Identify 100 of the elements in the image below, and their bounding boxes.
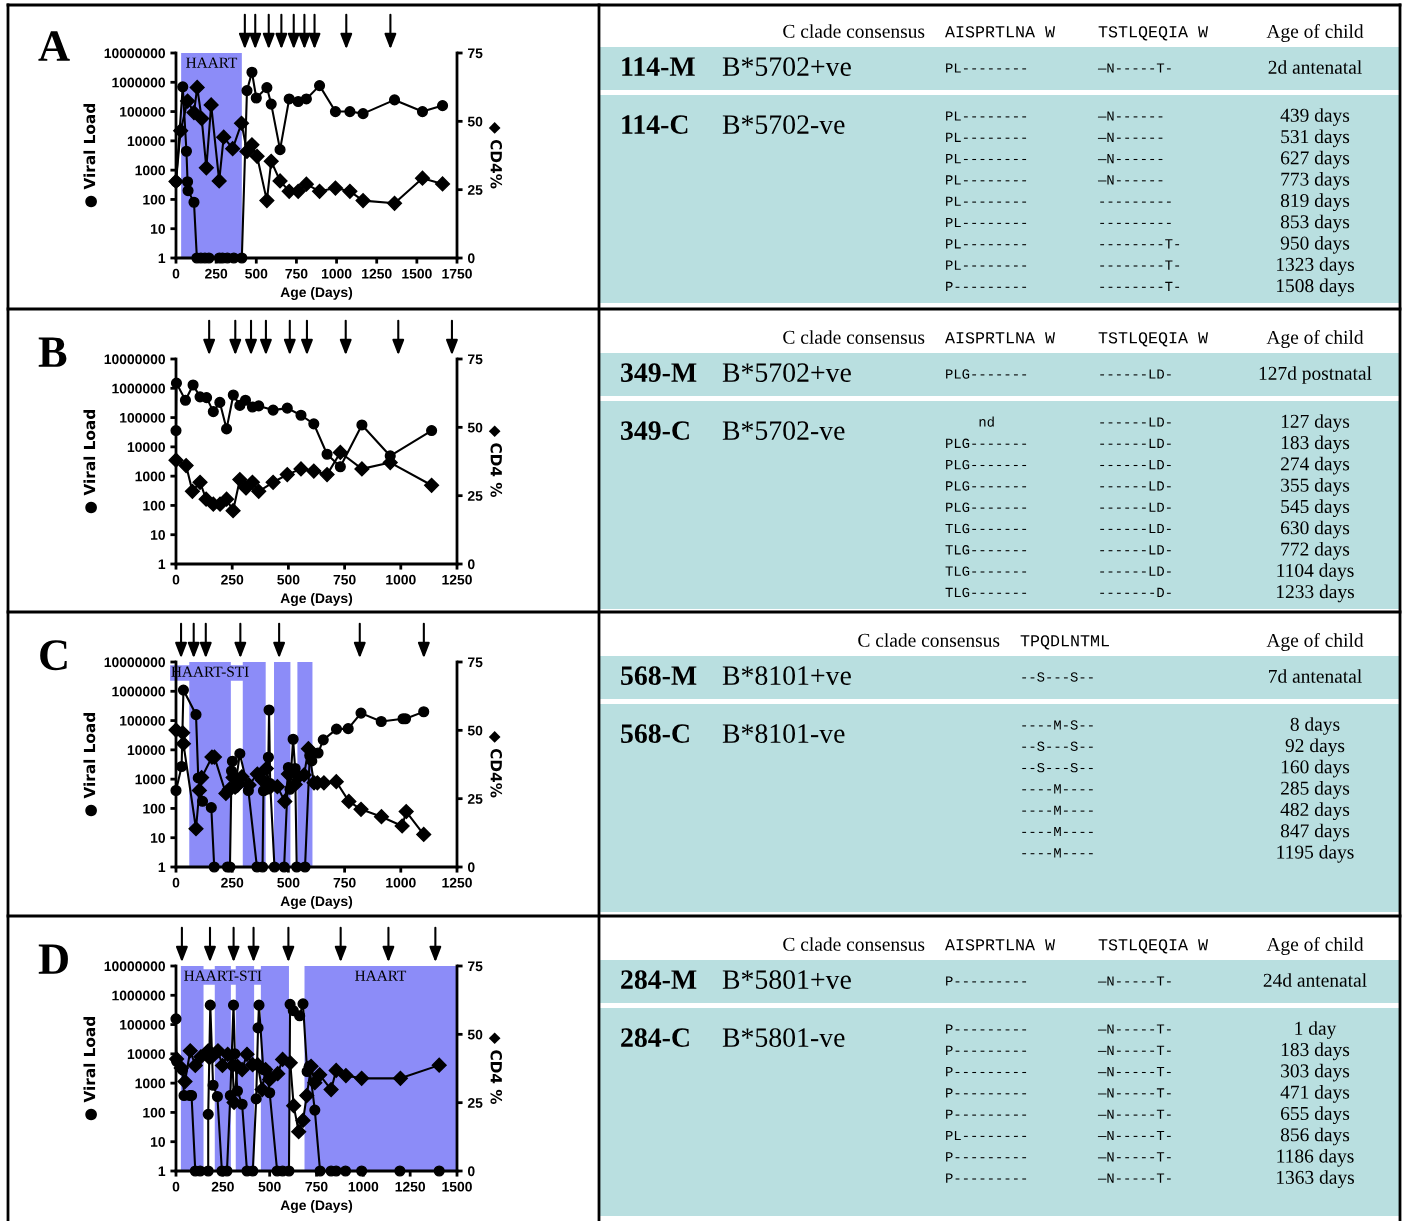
text: —N-----T- — [1097, 63, 1171, 73]
y-tick-label: 1000000 — [112, 686, 166, 697]
text: —N------ —N------ —N------ —N------ --------- --------- --------T- --------T- --------T- — [1097, 111, 1180, 291]
x-tick-label: 1500 — [402, 268, 432, 279]
y-axis-title: ● Viral Load — [83, 713, 97, 817]
text: 2d antenatal — [1268, 60, 1362, 74]
category-label: AISPRTLNA W — [945, 332, 1056, 344]
y2-tick-label: 25 — [467, 1098, 483, 1108]
y-tick-label: 10 — [151, 530, 166, 540]
text: B*5702-ve — [722, 115, 845, 134]
x-tick-label: 250 — [211, 1181, 234, 1192]
y-tick-label: 1 — [158, 559, 166, 570]
x-tick-label: 1000 — [348, 1181, 379, 1192]
x-tick-label: 0 — [172, 877, 180, 888]
category-label: TSTLQEQIA W — [1098, 26, 1209, 41]
x-tick-label: 250 — [221, 574, 244, 585]
y2-axis-title: ◆ CD4% — [488, 122, 503, 189]
text: B*5702-ve — [722, 421, 845, 440]
x-tick-label: 750 — [285, 268, 308, 279]
category-label: C clade consensus — [858, 633, 1000, 647]
category-label: AISPRTLNA W — [945, 26, 1056, 38]
y-axis-title: ● Viral Load — [83, 410, 97, 514]
category-label: TSTLQEQIA W — [1098, 939, 1209, 954]
text: PL-------- — [946, 63, 1027, 73]
x-tick-label: 1000 — [386, 574, 416, 585]
y-tick-label: 1 — [158, 1166, 166, 1177]
text: ------LD- — [1100, 369, 1171, 379]
text: 568-M — [621, 666, 697, 685]
y-tick-label: 10000 — [127, 1049, 166, 1060]
chart-title: B — [38, 337, 67, 367]
text: 127 days 183 days 274 days 355 days 545 days 630 days 772 days 1104 days 1233 days — [1277, 414, 1354, 603]
y2-tick-label: 50 — [467, 1029, 483, 1040]
text: 8 days 92 days 160 days 285 days 482 days 847 days 1195 days — [1277, 717, 1354, 863]
text: —N-----T- —N-----T- —N-----T- —N-----T- —N-----T- —N-----T- —N-----T- —N-----T- — [1097, 1024, 1171, 1183]
text: 114-M — [622, 57, 695, 76]
y-tick-label: 100 — [143, 1107, 166, 1118]
x-tick-label: 1250 — [362, 268, 392, 279]
y-tick-label: 1 — [158, 862, 166, 873]
category-label: Age of child — [1266, 633, 1364, 651]
category-label: C clade consensus — [783, 330, 925, 344]
x-tick-label: 500 — [277, 877, 300, 888]
y2-tick-label: 0 — [467, 559, 475, 570]
band-label: HAART-STI — [184, 970, 262, 981]
y2-tick-label: 50 — [467, 422, 483, 433]
y-tick-label: 10 — [151, 224, 166, 234]
y-tick-label: 10000 — [127, 745, 166, 756]
text: 284-M — [621, 970, 697, 989]
y2-tick-label: 0 — [467, 1166, 475, 1177]
y-tick-label: 10000000 — [104, 657, 166, 668]
x-tick-label: 750 — [333, 877, 356, 888]
text: B*8101-ve — [722, 724, 845, 743]
y-tick-label: 1000 — [135, 1078, 166, 1089]
x-tick-label: 250 — [205, 268, 228, 279]
y-tick-label: 100000 — [120, 1019, 166, 1030]
x-tick-label: 1750 — [442, 268, 472, 279]
y-tick-label: 100 — [143, 194, 166, 205]
y-tick-label: 100000 — [120, 715, 166, 726]
y2-tick-label: 75 — [468, 657, 483, 668]
y2-tick-label: 25 — [467, 794, 483, 804]
text: 349-M — [621, 363, 697, 382]
x-tick-label: 0 — [172, 1181, 180, 1192]
category-label: TPQDLNTML — [1020, 635, 1109, 650]
x-tick-label: 1250 — [395, 1181, 426, 1192]
category-label: Age of child — [1266, 330, 1364, 348]
text: ----M-S-- --S---S-- --S---S-- ----M---- ----M---- ----M---- ----M---- — [1022, 720, 1093, 858]
y-tick-label: 1000000 — [112, 990, 166, 1001]
y2-tick-label: 75 — [468, 48, 483, 59]
text: 1 day 183 days 303 days 471 days 655 days 856 days 1186 days 1363 days — [1277, 1021, 1354, 1188]
y-tick-label: 10 — [151, 1137, 166, 1147]
x-tick-label: 250 — [221, 877, 244, 888]
x-tick-label: 1500 — [442, 1181, 472, 1192]
text: B*5702+ve — [722, 363, 851, 382]
chart-title: A — [38, 31, 70, 61]
text: 127d postnatal — [1259, 366, 1372, 384]
y-tick-label: 1000 — [135, 165, 166, 176]
x-tick-label: 0 — [172, 268, 180, 279]
band-label: HAART — [186, 57, 238, 68]
y-tick-label: 1000 — [135, 471, 166, 482]
x-axis-title: Age (Days) — [280, 592, 353, 606]
x-tick-label: 500 — [277, 574, 300, 585]
text: nd PLG------- PLG------- PLG------- PLG------- TLG------- TLG------- TLG------- TLG------- — [945, 416, 1027, 598]
y2-tick-label: 75 — [468, 961, 483, 972]
text: 7d antenatal — [1269, 669, 1362, 683]
chart-title: D — [38, 944, 68, 974]
y-tick-label: 100000 — [120, 412, 166, 423]
text: ------LD- ------LD- ------LD- ------LD- ------LD- ------LD- ------LD- ------LD- -------D- — [1100, 417, 1171, 597]
text: --S---S-- — [1022, 672, 1093, 682]
y-tick-label: 1000 — [135, 774, 166, 785]
category-label: C clade consensus — [783, 24, 925, 38]
x-tick-label: 500 — [245, 268, 268, 279]
text: PLG------- — [946, 369, 1027, 379]
y2-tick-label: 0 — [467, 862, 475, 873]
text: P--------- — [946, 976, 1027, 986]
y2-axis-title: ◆ CD4% — [488, 731, 503, 798]
y-axis-title: ● Viral Load — [83, 1017, 97, 1121]
text: B*5801+ve — [722, 970, 851, 989]
text: PL-------- PL-------- PL-------- PL-------- PL-------- PL-------- PL-------- PL-------- P--------- — [946, 111, 1027, 291]
x-tick-label: 1250 — [442, 877, 472, 888]
text: B*5702+ve — [722, 57, 851, 76]
x-axis-title: Age (Days) — [280, 286, 353, 300]
